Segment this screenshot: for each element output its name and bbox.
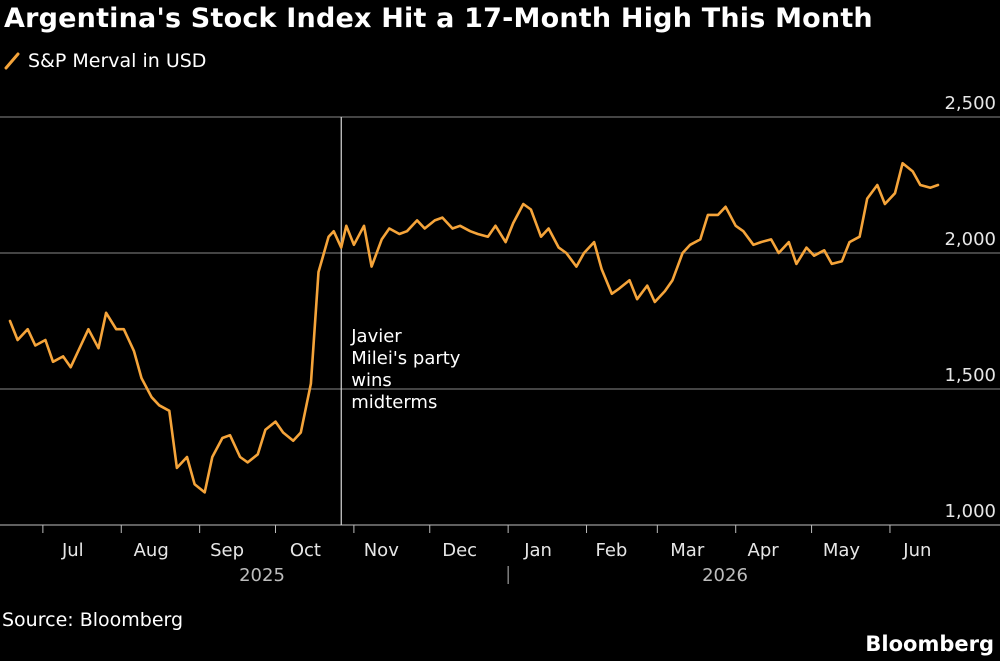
y-tick-label: 2,500 — [944, 93, 996, 114]
x-tick-label: Sep — [210, 540, 244, 561]
legend: S&P Merval in USD — [4, 50, 206, 72]
y-tick-label: 1,500 — [944, 365, 996, 386]
x-tick-label: Oct — [290, 540, 321, 561]
x-tick-label: Dec — [442, 540, 477, 561]
chart-title: Argentina's Stock Index Hit a 17-Month H… — [4, 3, 873, 34]
year-label: 2025 — [239, 565, 285, 586]
brand-logo: Bloomberg — [865, 632, 994, 656]
x-tick-label: Aug — [134, 540, 169, 561]
x-tick-label: Jun — [902, 540, 931, 561]
x-tick-label: May — [823, 540, 861, 561]
x-tick-label: Feb — [595, 540, 627, 561]
chart-area: 1,000 1,500 2,000 2,500 Jul Aug Sep Oct Nov Dec Ja… — [0, 93, 1000, 586]
legend-line-icon — [4, 52, 20, 70]
x-tick-label: Jul — [61, 540, 84, 561]
x-tick-label: Apr — [748, 540, 780, 561]
series-line — [8, 161, 940, 494]
y-tick-label: 2,000 — [944, 229, 996, 250]
y-tick-label: 1,000 — [944, 501, 996, 522]
x-tick-label: Nov — [364, 540, 399, 561]
annotation-text: midterms — [351, 392, 437, 413]
legend-label: S&P Merval in USD — [28, 50, 207, 72]
annotation-text: wins — [351, 370, 392, 391]
annotation-text: Milei's party — [351, 348, 461, 369]
year-label: 2026 — [702, 565, 748, 586]
annotation-text: Javier — [350, 326, 402, 347]
x-tick-label: Jan — [523, 540, 552, 561]
x-tick-label: Mar — [670, 540, 705, 561]
source-note: Source: Bloomberg — [2, 609, 184, 631]
